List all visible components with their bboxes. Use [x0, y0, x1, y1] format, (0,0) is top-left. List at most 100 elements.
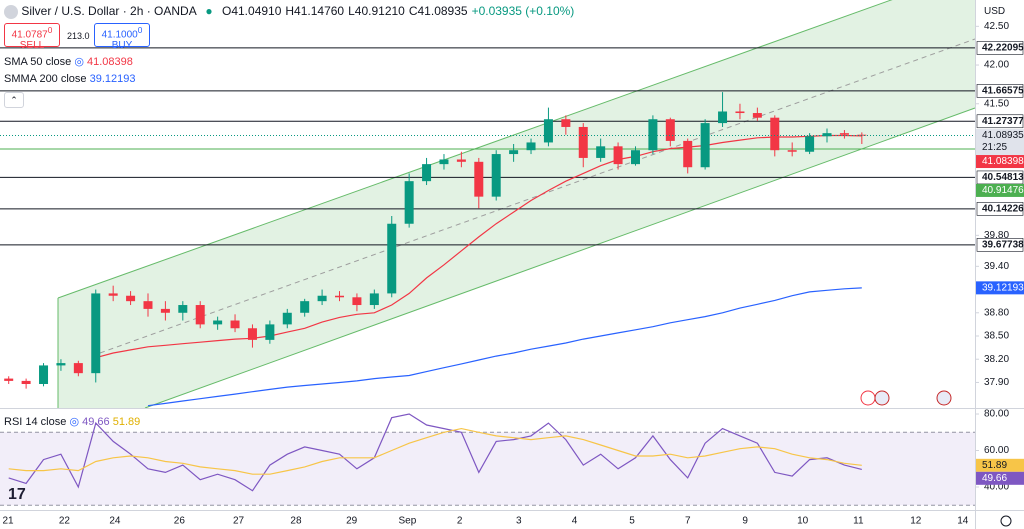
value-box [976, 183, 1024, 197]
value-box-label: 41.08398 [982, 156, 1024, 167]
candle-body [300, 301, 310, 313]
collapse-button[interactable]: ⌃ [4, 92, 24, 108]
x-tick-label: 5 [629, 516, 635, 527]
x-tick-label: 29 [346, 516, 358, 527]
value-box-label: 51.89 [982, 460, 1007, 471]
x-tick-label: 2 [457, 516, 463, 527]
sell-price: 41.0787 [11, 29, 48, 41]
candle-body [265, 324, 275, 340]
x-tick-label: 24 [109, 516, 121, 527]
candle-body [839, 133, 849, 135]
value-box-label: 40.91476 [982, 185, 1024, 196]
currency: USD [984, 6, 1006, 17]
sell-button[interactable]: 41.07870 SELL [4, 23, 60, 51]
x-tick-label: 10 [797, 516, 809, 527]
candle-body [335, 295, 345, 298]
y-tick-label: 38.20 [984, 354, 1009, 365]
y-tick-label: 42.00 [984, 60, 1009, 71]
event-icon[interactable] [936, 390, 952, 406]
candle-body [439, 159, 449, 165]
candle-body [39, 365, 49, 384]
x-tick-label: 14 [957, 516, 969, 527]
x-tick-label: 3 [516, 516, 522, 527]
rsi-line [8, 413, 862, 492]
countdown: 21:25 [982, 142, 1007, 153]
x-tick-label: 12 [910, 516, 922, 527]
buy-button[interactable]: 41.10000 BUY [94, 23, 150, 51]
candle-body [752, 113, 762, 118]
level-label: 41.66575 [982, 86, 1024, 97]
value-box [976, 155, 1024, 169]
candle-body [195, 305, 205, 325]
candle-body [282, 312, 292, 325]
level-label-box [976, 84, 1024, 98]
settings-icon[interactable] [1000, 515, 1012, 527]
y-tick-label: 40.00 [984, 482, 1009, 493]
candle-body [352, 297, 362, 306]
level-label-box [976, 202, 1024, 216]
channel-lower [144, 107, 976, 409]
candle-body [787, 150, 797, 152]
y-tick-label: 41.50 [984, 98, 1009, 109]
x-tick-label: 9 [742, 516, 748, 527]
candle-body [770, 117, 780, 151]
level-label-box [976, 238, 1024, 252]
value-box [976, 281, 1024, 295]
ohlc-value: C41.08935 [408, 4, 468, 18]
rsi-legend: RSI 14 close ◎ 49.66 51.89 [4, 416, 141, 428]
event-icon[interactable] [860, 390, 876, 406]
y-tick-label: 39.80 [984, 230, 1009, 241]
x-tick-label: 26 [174, 516, 186, 527]
legend-value: 49.66 [82, 416, 110, 428]
x-tick-label: 22 [59, 516, 71, 527]
value-box-label: 39.12193 [982, 282, 1024, 293]
candle-body [648, 119, 658, 151]
y-tick-label: 42.50 [984, 21, 1009, 32]
candle-body [73, 363, 83, 374]
spread: 213.0 [67, 31, 90, 41]
value-box [976, 471, 1024, 485]
candle-body [317, 295, 327, 302]
legend-value: 41.08398 [87, 56, 133, 68]
legend-name: RSI 14 close [4, 416, 67, 428]
level-label-box [976, 41, 1024, 55]
candle-body [387, 223, 397, 294]
candle-body [160, 308, 170, 313]
candle-body [178, 305, 188, 313]
ohlc-value: +0.03935 (+0.10%) [471, 4, 575, 18]
x-tick-label: Sep [399, 516, 417, 527]
indicator-line [95, 134, 862, 359]
smma-legend: SMMA 200 close 39.12193 [4, 73, 136, 85]
y-tick-label: 37.90 [984, 377, 1009, 388]
level-label: 40.14226 [982, 203, 1024, 214]
candle-body [369, 293, 379, 306]
indicator-line [147, 287, 862, 407]
value-box [976, 129, 1024, 156]
buy-price: 41.1000 [101, 29, 138, 41]
y-tick-label: 39.40 [984, 261, 1009, 272]
x-tick-label: 7 [685, 516, 691, 527]
legend-name: SMMA 200 close [4, 73, 87, 85]
event-icon[interactable] [874, 390, 890, 406]
legend-name: SMA 50 close [4, 56, 72, 68]
candle-body [509, 150, 519, 155]
candle-body [126, 295, 136, 302]
candle-body [422, 164, 432, 182]
candle-body [735, 111, 745, 114]
candle-body [665, 119, 675, 141]
y-tick-label: 60.00 [984, 445, 1009, 456]
candle-body [526, 142, 536, 151]
legend-value: 51.89 [112, 416, 141, 428]
x-tick-label: 21 [2, 516, 14, 527]
value-box-label: 49.66 [982, 473, 1007, 484]
value-box [976, 458, 1024, 472]
candle-body [247, 328, 257, 340]
ohlc-value: O41.04910 [222, 4, 282, 18]
axis-labels: 21 22 24 26 27 28 29 Sep 2 3 4 5 7 9 10 11 12 14 42.50 42.0… [2, 21, 1024, 527]
candle-body [561, 119, 571, 127]
candle-body [683, 140, 693, 168]
y-tick-label: 38.50 [984, 331, 1009, 342]
symbol: Silver / U.S. Dollar · 2h · OANDA [21, 4, 197, 18]
